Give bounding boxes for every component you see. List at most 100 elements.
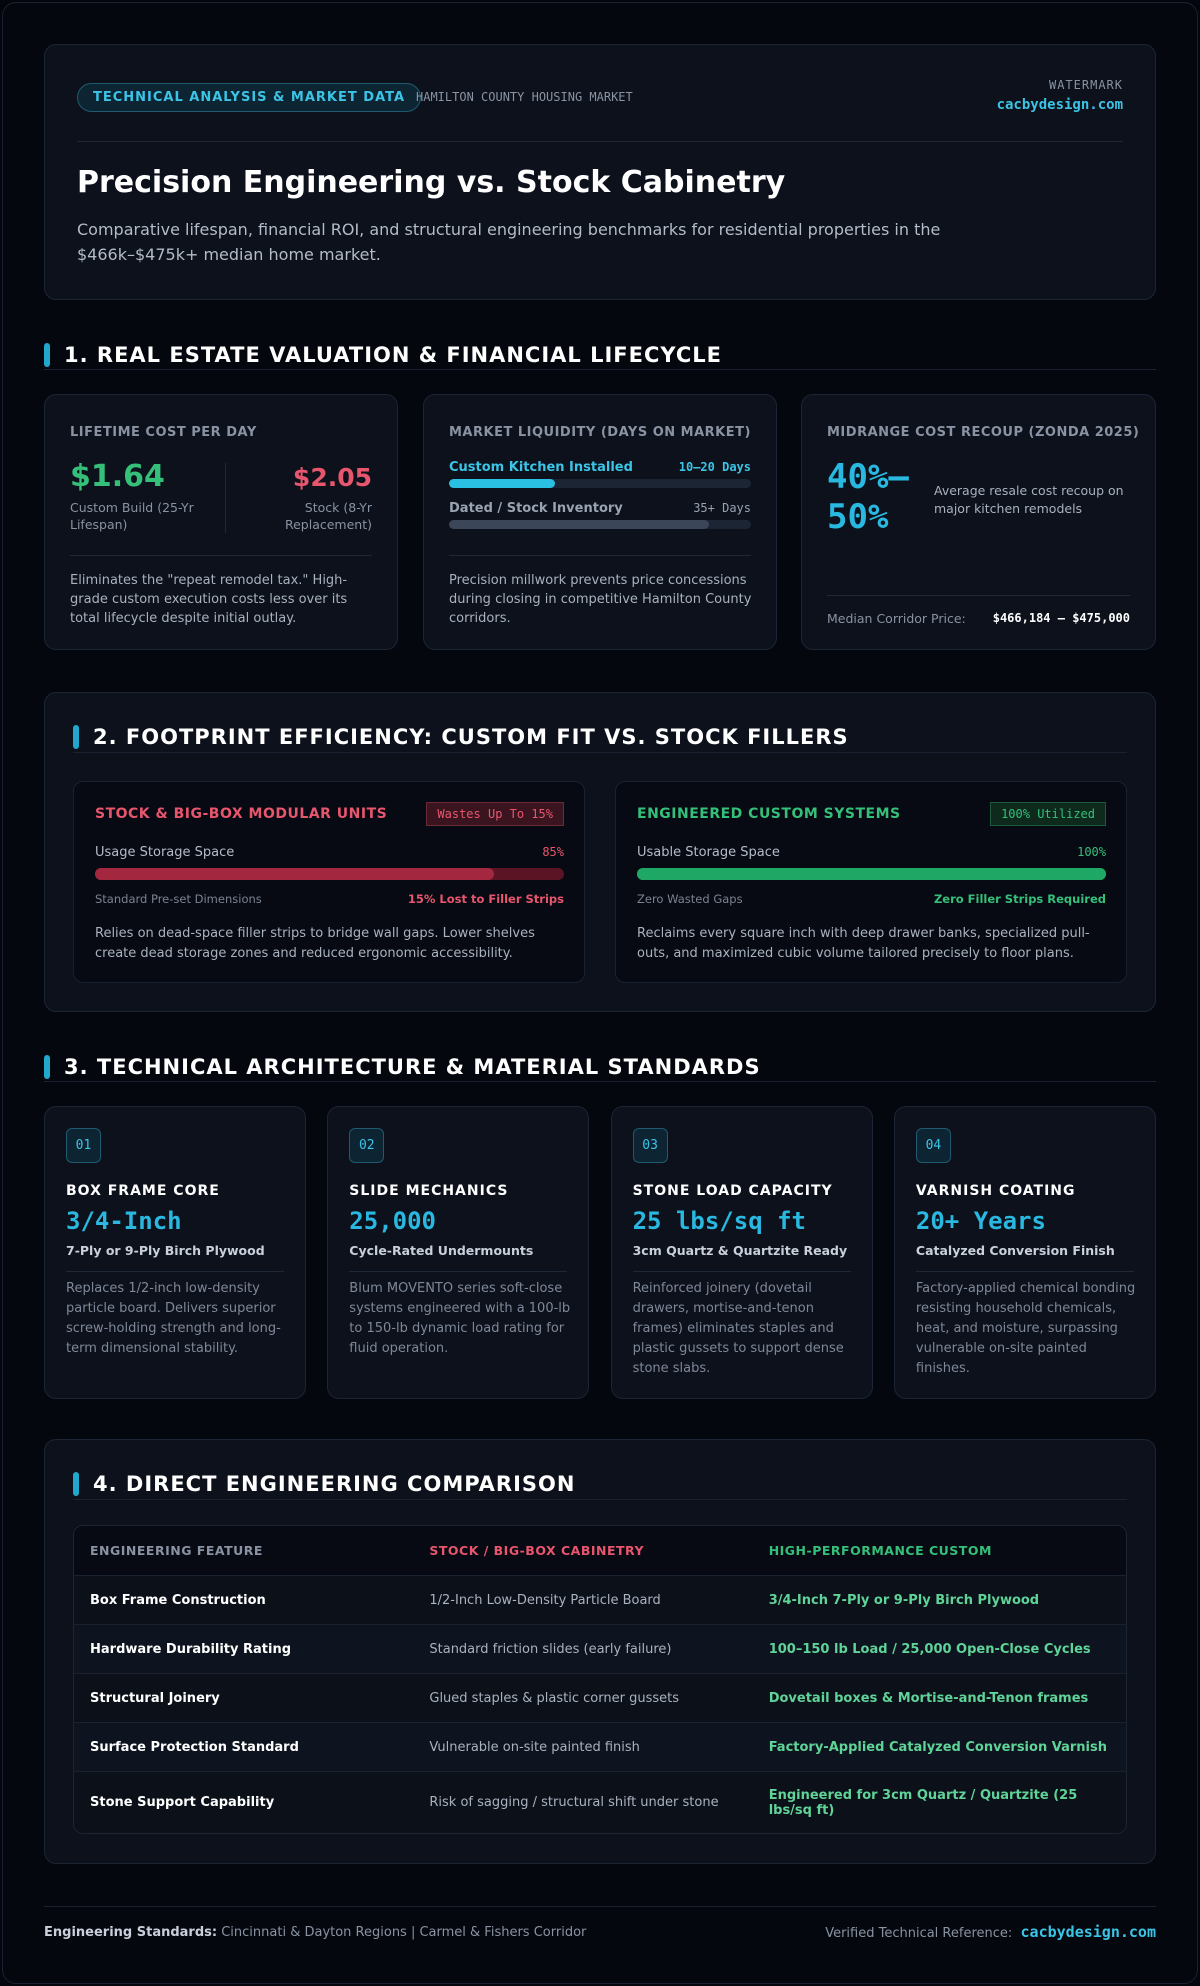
cell: 100–150 lb Load / 25,000 Open-Close Cycl… [752,1624,1126,1673]
decoration [44,1054,50,1079]
card-text: Reinforced joinery (dovetail drawers, mo… [632,1281,844,1376]
card-subtitle: Catalyzed Conversion Finish [915,1243,1115,1258]
usage-bar [95,868,494,880]
usage-track [95,868,564,880]
decoration [632,1271,851,1272]
card-subtitle: 3cm Quartz & Quartzite Ready [632,1243,848,1258]
metric: Usage Storage Space [95,845,235,860]
comparison-section: 4. DIRECT ENGINEERING COMPARISON ENGINEE… [44,1439,1156,1864]
cell: 1/2-Inch Low-Density Particle Board [413,1575,753,1624]
card-text: Replaces 1/2-inch low-density particle b… [66,1281,281,1356]
number: 02 [349,1128,385,1163]
card-title: VARNISH COATING [915,1183,1076,1199]
spec-card: 01 BOX FRAME CORE 3/4-Inch 7-Ply or 9-Pl… [44,1106,306,1399]
column-header: HIGH-PERFORMANCE CUSTOM [768,1543,992,1558]
stock-days: 35+ Days [693,501,751,515]
section-heading: 2. FOOTPRINT EFFICIENCY: CUSTOM FIT VS. … [73,721,1127,753]
text: Cincinnati & Dayton Regions | Carmel & F… [221,1925,587,1940]
note: Precision millwork prevents price conces… [449,573,752,626]
right-note: 15% Lost to Filler Strips [407,892,564,906]
table-row: Surface Protection Standard Vulnerable on… [74,1722,1126,1771]
decoration [449,555,751,556]
footer-right: Verified Technical Reference: cacbydesig… [825,1923,1156,1941]
caption: Average resale cost recoup on major kitc… [934,483,1124,516]
section-heading: 4. DIRECT ENGINEERING COMPARISON [73,1468,1127,1500]
cell: Vulnerable on-site painted finish [413,1722,753,1771]
site: cacbydesign.com [1020,1923,1156,1941]
tag: Wastes Up To 15% [426,802,564,826]
card-value: 3/4-Inch [66,1207,182,1235]
card-value: 25,000 [349,1207,436,1235]
cell: Box Frame Construction [74,1575,414,1624]
cell: Surface Protection Standard [74,1722,414,1771]
tag: 100% Utilized [990,802,1106,826]
right-note: Zero Filler Strips Required [933,892,1106,906]
custom-value: $1.64 [70,459,165,494]
metric: Usable Storage Space [637,845,780,860]
custom-name: Custom Kitchen Installed [449,460,633,475]
card-title: BOX FRAME CORE [66,1183,220,1199]
number: 03 [632,1128,668,1163]
stock-panel: STOCK & BIG-BOX MODULAR UNITS Wastes Up … [73,781,585,983]
label: Engineering Standards: [44,1925,218,1940]
decoration [44,1906,1156,1907]
heading: 3. TECHNICAL ARCHITECTURE & MATERIAL STA… [64,1054,761,1079]
left-note: Standard Pre-set Dimensions [95,892,262,906]
panel-title: STOCK & BIG-BOX MODULAR UNITS [95,806,388,822]
decoration: ENGINEERING FEATURE STOCK / BIG-BOX CABIN… [74,1526,1126,1833]
decoration [349,1271,568,1272]
usage-label: 100% [1077,845,1106,859]
cell: Hardware Durability Rating [74,1624,414,1673]
watermark-site: cacbydesign.com [996,97,1123,113]
stock-name: Dated / Stock Inventory [449,501,623,516]
card-title: SLIDE MECHANICS [349,1183,509,1199]
watermark-label: WATERMARK [1048,78,1123,92]
decoration [66,1271,284,1272]
cell: Dovetail boxes & Mortise-and-Tenon frame… [752,1673,1126,1722]
card-subtitle: 7-Ply or 9-Ply Birch Plywood [66,1243,265,1258]
decoration [449,520,751,529]
label: MIDRANGE COST RECOUP (ZONDA 2025) [827,425,1140,440]
decoration [915,1271,1134,1272]
card-text: Factory-applied chemical bonding resisti… [915,1281,1136,1376]
table-row: Stone Support Capability Risk of sagging … [74,1771,1126,1833]
stock-value: $2.05 [292,463,372,492]
panel-title: ENGINEERED CUSTOM SYSTEMS [637,806,901,822]
cell: Risk of sagging / structural shift under… [413,1771,753,1833]
price-label: Median Corridor Price: [827,611,966,626]
number: 01 [66,1128,101,1163]
stock-caption: Stock (8-Yr Replacement) [284,500,372,532]
footprint-section: 2. FOOTPRINT EFFICIENCY: CUSTOM FIT VS. … [44,692,1156,1012]
usage-label: 85% [542,845,564,859]
comparison-table: ENGINEERING FEATURE STOCK / BIG-BOX CABIN… [73,1525,1127,1834]
label: LIFETIME COST PER DAY [70,425,257,440]
cell: Stone Support Capability [74,1771,414,1833]
spec-card: 02 SLIDE MECHANICS 25,000 Cycle-Rated Un… [327,1106,590,1399]
heading: 2. FOOTPRINT EFFICIENCY: CUSTOM FIT VS. … [93,724,849,749]
decoration [77,141,1123,142]
heading: 1. REAL ESTATE VALUATION & FINANCIAL LIF… [64,342,722,367]
recoup-value: 40%–50% [827,457,909,537]
heading: 4. DIRECT ENGINEERING COMPARISON [93,1471,576,1496]
decoration [44,342,50,367]
table-row: Hardware Durability Rating Standard frict… [74,1624,1126,1673]
badge: TECHNICAL ANALYSIS & MARKET DATA [77,83,422,112]
cell: Structural Joinery [74,1673,414,1722]
decoration [73,724,79,749]
decoration [449,479,751,488]
table-row: Box Frame Construction 1/2-Inch Low-Densi… [74,1575,1126,1624]
card-subtitle: Cycle-Rated Undermounts [349,1243,534,1258]
section-heading: 3. TECHNICAL ARCHITECTURE & MATERIAL STA… [44,1052,1156,1082]
description: Relies on dead-space filler strips to br… [95,926,535,961]
decoration [70,555,372,556]
card-value: 20+ Years [915,1207,1046,1235]
cost-card: LIFETIME COST PER DAY $1.64 Custom Build… [44,394,398,650]
section-heading: 1. REAL ESTATE VALUATION & FINANCIAL LIF… [44,340,1156,370]
recoup-card: MIDRANGE COST RECOUP (ZONDA 2025) 40%–50… [801,394,1156,650]
header-card: TECHNICAL ANALYSIS & MARKET DATA HAMILTO… [44,44,1156,300]
label: Verified Technical Reference: [825,1926,1013,1941]
number: 04 [915,1128,951,1163]
usage-bar [637,868,1106,880]
title: Precision Engineering vs. Stock Cabinetr… [77,165,786,200]
